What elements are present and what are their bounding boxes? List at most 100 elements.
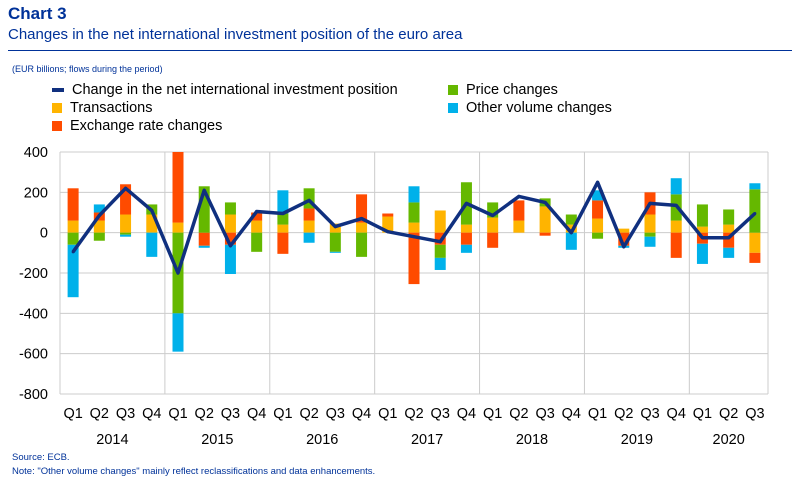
bar-transactions: [146, 214, 158, 233]
legend-label-transactions: Transactions: [70, 100, 153, 116]
x-year-label: 2017: [411, 432, 443, 448]
bar-exchange-rate: [251, 212, 263, 221]
legend-exchange-rate: Exchange rate changes: [52, 118, 222, 134]
bar-transactions: [487, 217, 499, 233]
bar-transactions: [539, 206, 551, 233]
bar-other-volume: [303, 232, 315, 243]
bar-exchange-rate: [460, 232, 472, 245]
bar-other-volume: [329, 251, 341, 253]
bar-exchange-rate: [224, 232, 236, 245]
y-tick-label: -400: [19, 306, 48, 322]
chart-number: Chart 3: [8, 4, 67, 23]
bar-price: [277, 213, 289, 225]
bar-exchange-rate: [198, 232, 210, 246]
bar-other-volume: [565, 232, 577, 250]
bar-exchange-rate: [120, 184, 132, 215]
x-quarter-label: Q2: [509, 406, 528, 422]
bar-transactions: [67, 220, 79, 233]
x-quarter-label: Q3: [640, 406, 659, 422]
bar-price: [487, 202, 499, 218]
bar-other-volume: [434, 257, 446, 270]
bar-transactions: [696, 226, 708, 233]
net-position-point: [438, 240, 442, 244]
legend-label-exchange-rate: Exchange rate changes: [70, 118, 223, 134]
net-position-point: [281, 212, 285, 216]
bar-exchange-rate: [749, 252, 761, 263]
bar-transactions: [513, 220, 525, 233]
legend-price: Price changes: [448, 82, 558, 98]
net-position-point: [596, 180, 600, 184]
bar-price: [93, 232, 105, 241]
legend-label-price: Price changes: [466, 82, 558, 98]
net-position-point: [727, 236, 731, 240]
bar-exchange-rate: [592, 200, 604, 219]
bar-price: [644, 232, 656, 237]
bar-exchange-rate: [670, 232, 682, 258]
bar-other-volume: [172, 313, 184, 352]
x-quarter-label: Q1: [483, 406, 502, 422]
bar-price: [723, 209, 735, 225]
bar-other-volume: [67, 244, 79, 298]
net-position-point: [569, 231, 573, 235]
x-quarter-label: Q4: [457, 406, 476, 422]
bar-transactions: [408, 222, 420, 233]
legend-label-other-volume: Other volume changes: [466, 100, 612, 116]
legend-other-volume: Other volume changes: [448, 100, 612, 116]
y-tick-label: 400: [24, 145, 48, 161]
bar-transactions: [277, 224, 289, 233]
x-quarter-label: Q2: [90, 406, 109, 422]
bar-transactions: [382, 216, 394, 233]
net-position-point: [228, 244, 232, 248]
net-position-point: [517, 194, 521, 198]
net-position-point: [412, 235, 416, 239]
bar-other-volume: [408, 186, 420, 203]
bar-price: [120, 232, 132, 235]
x-year-label: 2014: [96, 432, 128, 448]
x-quarter-label: Q1: [588, 406, 607, 422]
x-quarter-label: Q4: [562, 406, 581, 422]
net-position-point: [674, 203, 678, 207]
bar-transactions: [749, 232, 761, 253]
title-divider: [8, 50, 792, 51]
net-position-point: [71, 250, 75, 254]
bar-exchange-rate: [513, 200, 525, 221]
bar-exchange-rate: [277, 232, 289, 254]
bar-other-volume: [93, 204, 105, 213]
bar-exchange-rate: [408, 232, 420, 285]
bar-price: [565, 214, 577, 225]
bar-other-volume: [460, 244, 472, 253]
bar-transactions: [120, 214, 132, 233]
bar-transactions: [303, 220, 315, 233]
bar-transactions: [224, 214, 236, 233]
bar-transactions: [356, 222, 368, 233]
bar-other-volume: [198, 245, 210, 248]
bar-transactions: [434, 210, 446, 233]
x-quarter-label: Q1: [273, 406, 292, 422]
net-position-point: [648, 201, 652, 205]
bar-price: [434, 244, 446, 258]
bar-price: [198, 186, 210, 233]
bar-transactions: [172, 222, 184, 233]
legend-swatch-transactions: [52, 103, 62, 113]
y-tick-label: -800: [19, 387, 48, 403]
legend-swatch-net: [52, 88, 64, 92]
net-position-point: [543, 200, 547, 204]
x-quarter-label: Q1: [168, 406, 187, 422]
net-position-point: [700, 236, 704, 240]
net-position-point: [622, 245, 626, 249]
bar-price: [696, 204, 708, 227]
bar-price: [408, 202, 420, 223]
x-year-label: 2016: [306, 432, 338, 448]
bar-exchange-rate: [356, 194, 368, 223]
x-quarter-label: Q3: [431, 406, 450, 422]
bar-price: [251, 232, 263, 252]
source-note: Source: ECB.: [12, 452, 70, 463]
bar-exchange-rate: [382, 213, 394, 217]
x-quarter-label: Q2: [614, 406, 633, 422]
bar-transactions: [93, 220, 105, 233]
bar-other-volume: [723, 247, 735, 258]
legend-swatch-price: [448, 85, 458, 95]
x-quarter-label: Q1: [378, 406, 397, 422]
bar-transactions: [592, 218, 604, 233]
bar-other-volume: [277, 190, 289, 214]
